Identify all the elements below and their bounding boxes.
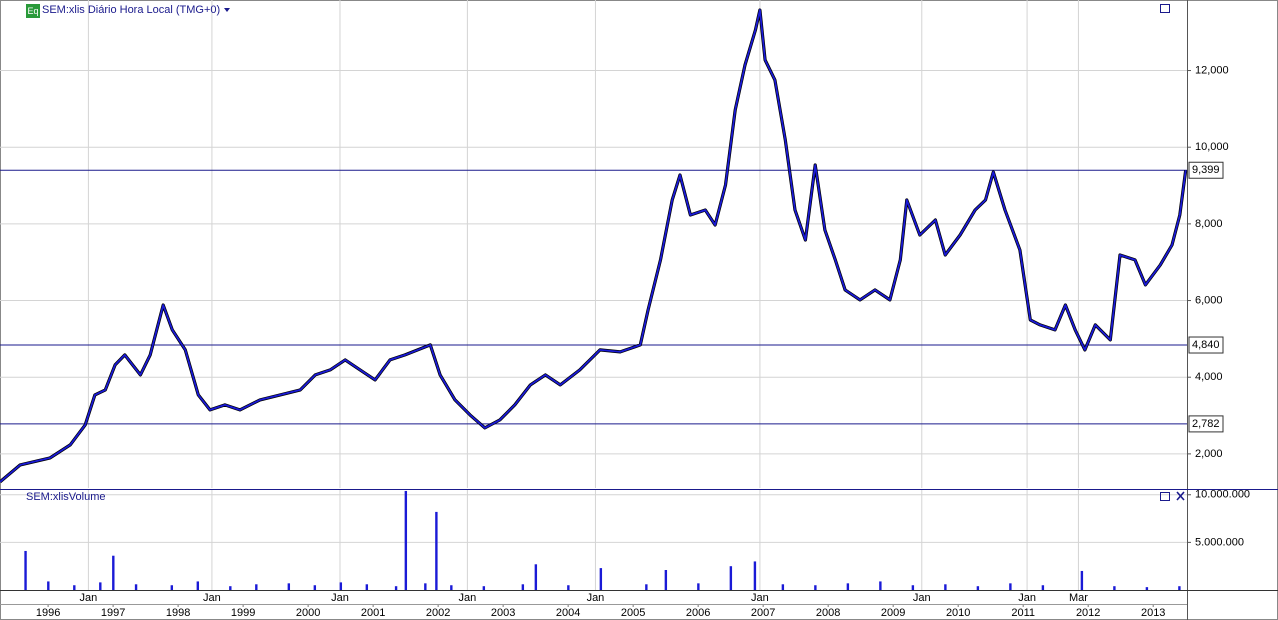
chart-title: SEM:xlis Diário Hora Local (TMG+0) (42, 4, 220, 16)
volume-bar (1178, 586, 1181, 590)
x-tick-label: 2008 (816, 607, 840, 619)
x-tick-label: 2002 (426, 607, 450, 619)
level-label: 2,782 (1192, 418, 1220, 430)
close-button[interactable] (1176, 491, 1185, 501)
volume-bar (112, 555, 115, 590)
volume-bar (24, 550, 27, 590)
month-label: Mar (1069, 592, 1088, 604)
volume-bar (567, 585, 570, 590)
volume-bar (404, 490, 408, 590)
month-label: Jan (459, 592, 477, 604)
volume-bar (47, 581, 50, 590)
x-tick-label: 1996 (36, 607, 60, 619)
volume-bar (99, 582, 102, 590)
volume-bar (73, 585, 76, 590)
y-tick-label: 2,000 (1195, 448, 1223, 460)
level-box (1188, 161, 1224, 179)
volume-bar (697, 583, 700, 590)
x-tick-label: 2009 (881, 607, 905, 619)
x-tick-label: 2007 (751, 607, 775, 619)
x-tick-label: 2001 (361, 607, 385, 619)
y-tick-label: 10.000.000 (1195, 489, 1250, 501)
volume-bar (482, 586, 486, 590)
month-label: Jan (587, 592, 605, 604)
month-label: Jan (1018, 592, 1036, 604)
volume-bar (911, 585, 915, 590)
volume-bar (170, 585, 174, 590)
month-label: Jan (331, 592, 349, 604)
month-label: Jan (203, 592, 221, 604)
x-tick-label: 1999 (231, 607, 255, 619)
y-tick-label: 5.000.000 (1195, 536, 1244, 548)
volume-bar (645, 584, 648, 590)
maximize-button[interactable] (1160, 492, 1170, 501)
volume-bar (664, 570, 668, 590)
x-tick-label: 2006 (686, 607, 710, 619)
volume-bar (287, 583, 291, 590)
volume-bar (394, 586, 398, 590)
volume-bar (196, 581, 200, 590)
price-line (0, 9, 1187, 483)
month-label: Jan (80, 592, 98, 604)
volume-bar (1080, 570, 1084, 590)
y-tick-label: 10,000 (1195, 141, 1229, 153)
level-label: 4,840 (1192, 339, 1220, 351)
x-tick-label: 2000 (296, 607, 320, 619)
volume-bar (255, 584, 258, 590)
volume-bar (134, 584, 138, 590)
x-tick-label: 2011 (1011, 607, 1035, 619)
volume-bar (1009, 583, 1012, 590)
level-box (1188, 415, 1224, 433)
x-tick-label: 2013 (1141, 607, 1165, 619)
y-tick-label: 12,000 (1195, 64, 1229, 76)
y-tick-label: 8,000 (1195, 218, 1223, 230)
volume-bar (521, 584, 525, 590)
volume-bar (424, 583, 427, 590)
volume-bar (729, 566, 733, 590)
volume-bar (1041, 585, 1045, 590)
volume-bar (599, 568, 603, 590)
x-tick-label: 2012 (1076, 607, 1100, 619)
volume-bar (846, 583, 850, 590)
maximize-button[interactable] (1160, 4, 1170, 13)
volume-bar (435, 511, 438, 590)
volume-bar (313, 585, 317, 590)
x-tick-label: 2004 (556, 607, 580, 619)
x-tick-label: 1998 (166, 607, 190, 619)
volume-bar (450, 585, 453, 590)
volume-bar (944, 584, 947, 590)
volume-bar (229, 586, 232, 590)
badge: Eq (27, 6, 38, 16)
pane-title: SEM:xlisVolume (26, 491, 105, 503)
volume-bar (339, 582, 343, 590)
volume-bar (814, 585, 817, 590)
volume-bar (1113, 586, 1116, 590)
y-tick-label: 6,000 (1195, 294, 1223, 306)
badge-bg (26, 4, 40, 18)
volume-bar (976, 586, 980, 590)
x-tick-label: 1997 (101, 607, 125, 619)
dropdown-icon[interactable] (224, 8, 230, 12)
x-tick-label: 2005 (621, 607, 645, 619)
level-box (1188, 336, 1224, 354)
level-label: 9,399 (1192, 164, 1220, 176)
month-label: Jan (751, 592, 769, 604)
x-tick-label: 2003 (491, 607, 515, 619)
volume-bar (781, 584, 785, 590)
x-tick-label: 2010 (946, 607, 970, 619)
volume-bar (534, 564, 538, 590)
y-tick-label: 4,000 (1195, 371, 1223, 383)
volume-bar (365, 584, 369, 590)
volume-bar (753, 561, 757, 590)
month-label: Jan (913, 592, 931, 604)
volume-bar (879, 581, 882, 590)
volume-bar (1145, 587, 1149, 590)
